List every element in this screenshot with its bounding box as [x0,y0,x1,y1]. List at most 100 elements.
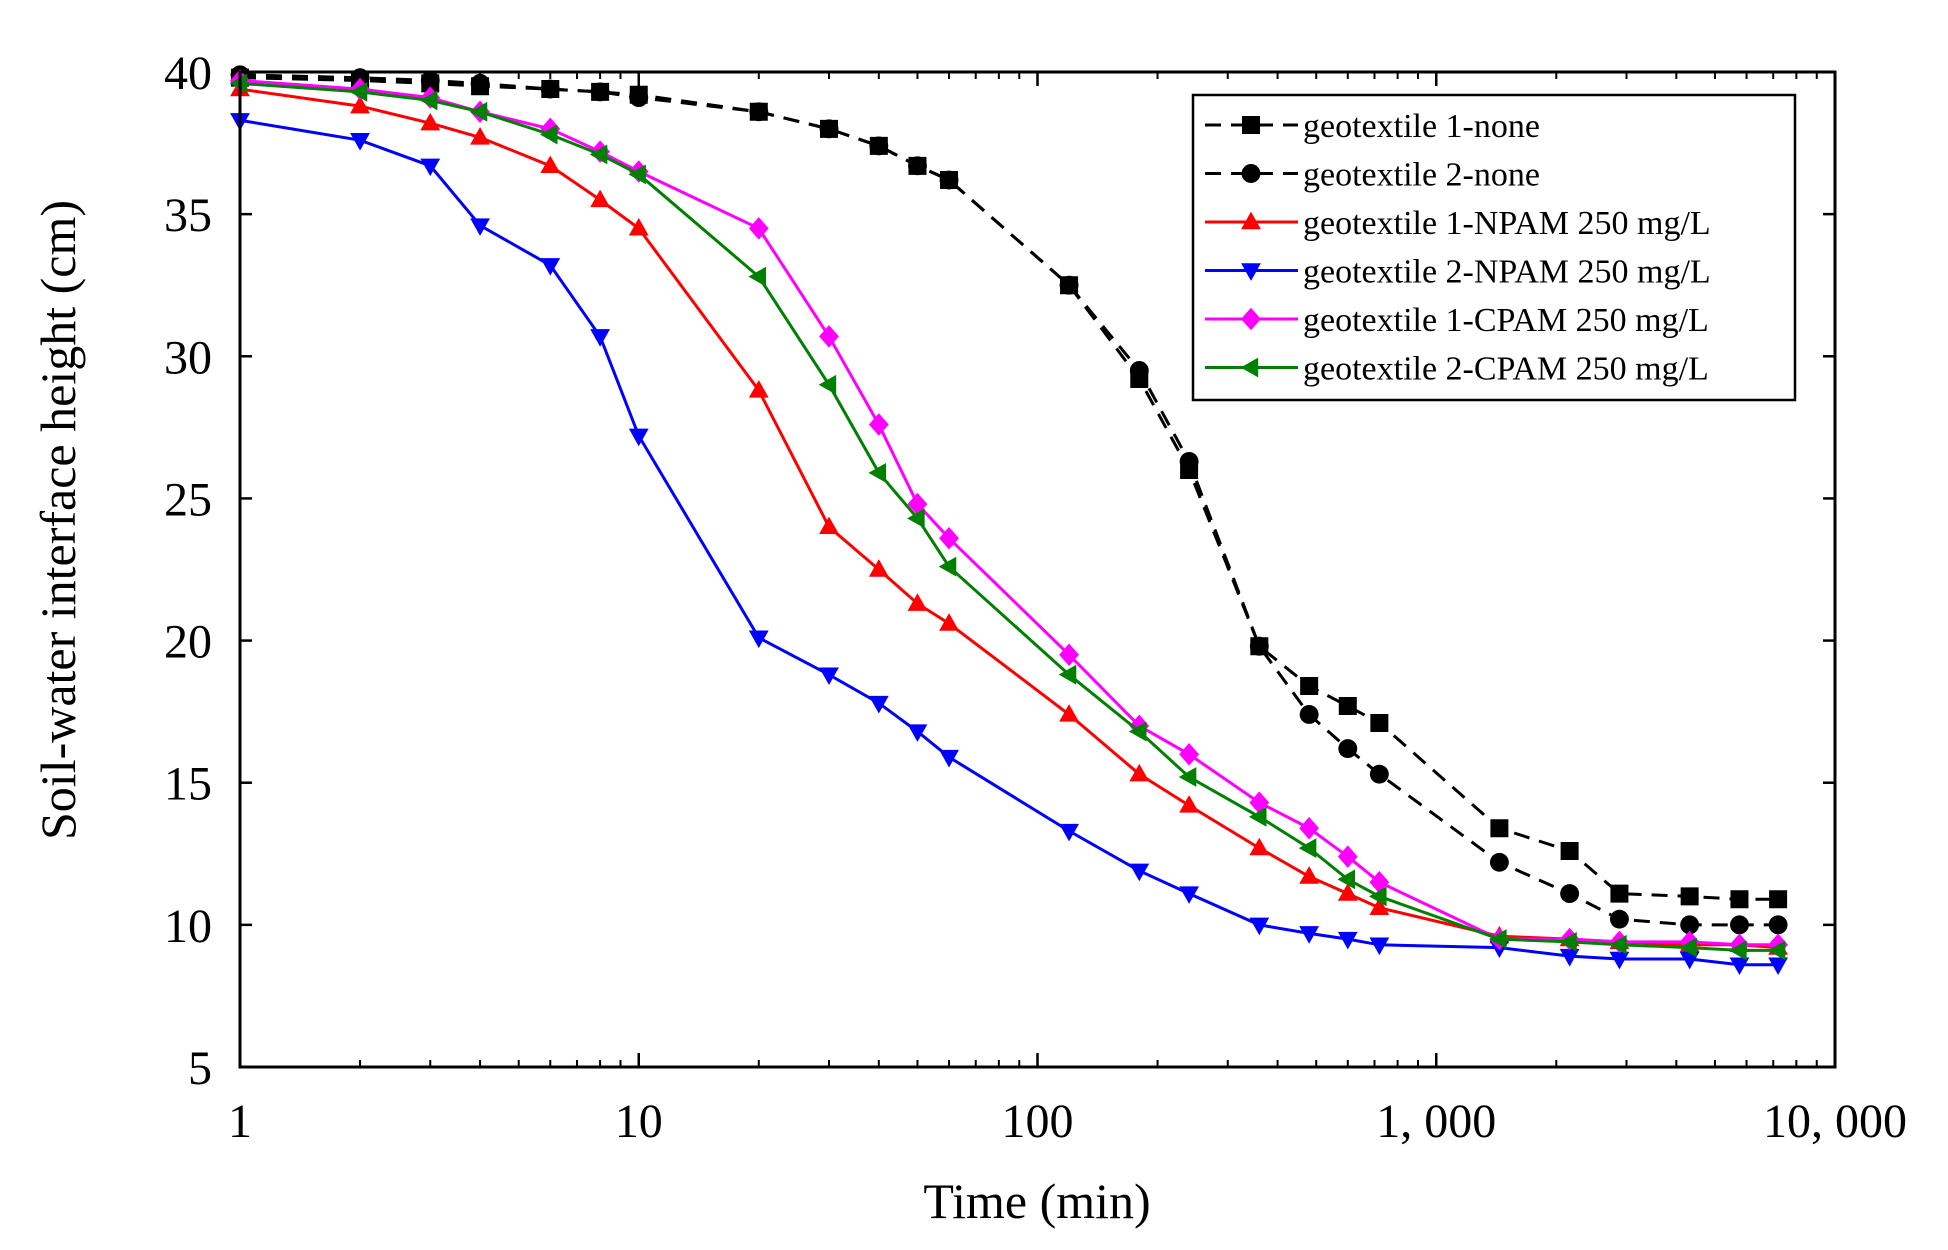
data-point [1369,897,1390,915]
data-point [1559,932,1577,952]
data-point [818,374,837,395]
y-tick-labels: 5 10 15 20 25 30 35 40 [164,47,212,1095]
data-point [350,133,370,151]
plot-frame [238,70,1837,1069]
data-point [1680,915,1700,935]
legend-marker [1241,164,1261,183]
legend-entry: geotextile 1-NPAM 250 mg/L [1303,205,1711,242]
data-point [868,462,887,483]
y-tick-label: 10 [164,900,212,953]
legend-entry: geotextile 2-NPAM 250 mg/L [1303,254,1711,291]
data-point [1729,957,1750,976]
data-point [469,101,488,122]
data-point [1490,819,1509,838]
y-tick-label: 25 [164,473,212,526]
data-point [1337,869,1355,890]
y-axis-label: Soil-water interface height (cm) [30,200,86,840]
data-point [1059,823,1079,842]
data-point [819,119,839,139]
data-point [1179,452,1199,471]
series-4 [230,113,1789,976]
x-tick-label: 1, 000 [1376,1095,1496,1148]
data-point [939,170,959,190]
data-point [1179,886,1200,904]
y-tick-label: 20 [164,616,212,669]
data-point [1560,841,1579,860]
data-point [749,102,769,122]
data-point [1128,721,1147,742]
data-point [868,413,889,436]
data-point [1730,890,1749,909]
data-point [748,217,769,240]
data-point [1299,816,1320,840]
data-point [1249,837,1270,856]
series-layer [229,65,1789,976]
y-tick-label: 40 [164,47,212,100]
x-axis-label: Time (min) [923,1173,1150,1229]
y-tick-label: 5 [188,1042,212,1095]
legend-box [1191,93,1797,402]
data-point [1609,951,1630,970]
data-point [1338,739,1358,759]
data-point [907,508,925,529]
x-tick-label: 10, 000 [1763,1095,1907,1148]
data-point [349,82,368,102]
y-tick-label: 35 [164,189,212,242]
data-point [908,156,927,176]
data-point [1299,705,1319,724]
data-point [1299,866,1320,884]
data-point [470,218,490,236]
data-point [1337,845,1358,868]
data-point [419,90,438,111]
data-point [1609,909,1629,929]
series-6 [229,73,1786,961]
data-point [1248,806,1267,827]
series-2 [230,65,1788,935]
data-point [939,526,959,550]
data-point [1059,275,1079,295]
data-point [819,516,839,535]
data-point [1337,883,1358,901]
data-point [819,325,839,348]
data-point [1249,636,1269,656]
data-point [1767,940,1786,961]
legend-marker [1241,263,1261,281]
data-point [590,189,611,208]
data-point [420,112,441,131]
data-point [1489,929,1507,949]
data-point [1679,937,1697,958]
data-point [939,613,959,631]
data-point [1129,763,1150,782]
data-point [1059,643,1079,667]
data-point [470,127,490,145]
x-tick-label: 1 [228,1095,252,1148]
data-point [1730,915,1749,935]
data-point [819,667,839,686]
data-point [1298,838,1317,858]
data-point [1249,791,1270,814]
legend-entry: geotextile 2-none [1303,157,1540,194]
data-point [539,124,558,145]
data-point [1337,931,1358,950]
legend-marker [1240,357,1259,378]
data-point [589,144,608,165]
data-point [1300,677,1319,696]
y-tick-label: 15 [164,758,212,811]
data-point [939,749,959,768]
data-point [350,95,370,114]
data-point [229,73,248,94]
legend-entry: geotextile 1-CPAM 250 mg/L [1303,302,1709,339]
legend-entry: geotextile 2-CPAM 250 mg/L [1303,351,1709,388]
data-point [590,329,611,347]
data-point [1609,934,1627,955]
data-point [748,266,766,287]
data-point [628,164,646,185]
data-point [1610,884,1629,903]
data-point [1179,743,1200,766]
data-point [1729,940,1747,961]
data-point [907,593,928,611]
data-point [1369,886,1387,907]
data-point [868,695,889,714]
data-point [869,136,889,156]
